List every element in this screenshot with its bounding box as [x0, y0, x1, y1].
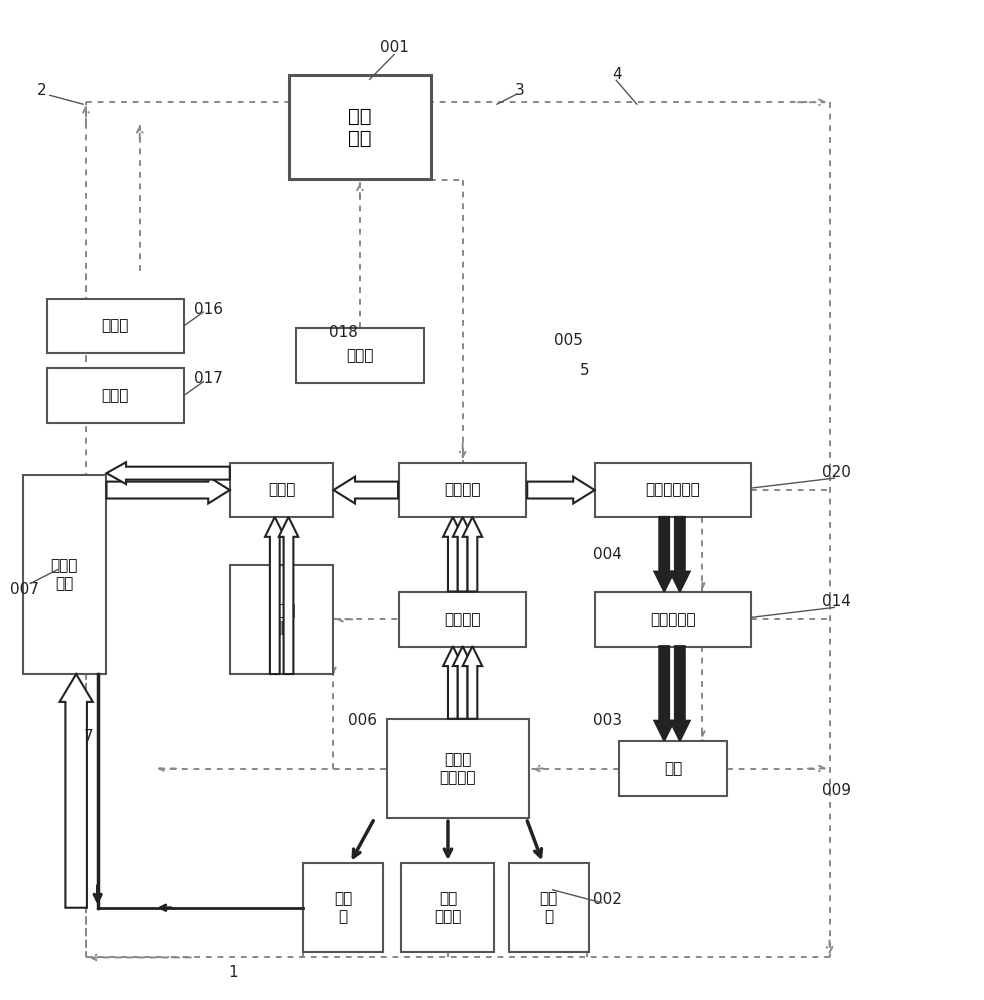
Text: 涡轮增压器: 涡轮增压器: [650, 612, 696, 627]
Text: 7: 7: [84, 729, 93, 744]
Text: 电子
节温器: 电子 节温器: [434, 892, 461, 924]
Text: 016: 016: [194, 302, 222, 317]
FancyArrow shape: [334, 477, 399, 503]
FancyArrow shape: [106, 462, 230, 484]
Text: 2: 2: [37, 83, 46, 98]
FancyBboxPatch shape: [594, 463, 752, 517]
FancyBboxPatch shape: [47, 368, 184, 423]
FancyArrow shape: [670, 646, 690, 741]
Text: 暖风: 暖风: [664, 761, 682, 776]
FancyArrow shape: [453, 646, 472, 719]
Text: 009: 009: [822, 783, 851, 798]
Text: 单向阀: 单向阀: [101, 318, 129, 333]
FancyArrow shape: [106, 477, 230, 503]
Text: 006: 006: [348, 713, 377, 728]
Text: 014: 014: [822, 594, 851, 609]
Text: 003: 003: [593, 713, 622, 728]
Text: 缸盖水套: 缸盖水套: [445, 483, 481, 498]
FancyArrow shape: [59, 674, 92, 908]
FancyBboxPatch shape: [230, 565, 333, 674]
Text: 节流阀: 节流阀: [101, 388, 129, 403]
Text: 缸体水套: 缸体水套: [445, 612, 481, 627]
FancyBboxPatch shape: [619, 741, 727, 796]
Text: 高温散
热器: 高温散 热器: [51, 558, 78, 591]
FancyBboxPatch shape: [400, 463, 526, 517]
Text: 5: 5: [581, 363, 589, 378]
FancyArrow shape: [443, 646, 462, 719]
FancyArrow shape: [265, 517, 284, 674]
FancyBboxPatch shape: [400, 592, 526, 647]
FancyBboxPatch shape: [303, 863, 384, 952]
FancyArrow shape: [527, 477, 594, 503]
Text: 004: 004: [593, 547, 622, 562]
FancyBboxPatch shape: [509, 863, 588, 952]
FancyArrow shape: [443, 517, 462, 591]
FancyArrow shape: [462, 646, 482, 719]
Text: 副阀
门: 副阀 门: [539, 892, 558, 924]
FancyArrow shape: [453, 517, 472, 591]
Text: 001: 001: [380, 40, 408, 55]
FancyBboxPatch shape: [594, 592, 752, 647]
FancyArrow shape: [654, 646, 674, 741]
Text: 3: 3: [515, 83, 524, 98]
FancyBboxPatch shape: [387, 719, 528, 818]
FancyBboxPatch shape: [47, 299, 184, 353]
FancyArrow shape: [654, 517, 674, 591]
FancyArrow shape: [670, 517, 690, 591]
Text: 1: 1: [228, 965, 237, 980]
FancyBboxPatch shape: [296, 328, 423, 383]
Text: 开关式
机械水泵: 开关式 机械水泵: [440, 752, 476, 785]
Text: 4: 4: [612, 67, 622, 82]
FancyArrow shape: [462, 517, 482, 591]
Text: 005: 005: [554, 333, 583, 348]
FancyBboxPatch shape: [230, 463, 333, 517]
Text: 机油冷
却器: 机油冷 却器: [268, 603, 295, 636]
Text: 020: 020: [822, 465, 851, 480]
Text: 主阀
门: 主阀 门: [335, 892, 352, 924]
FancyBboxPatch shape: [23, 475, 106, 674]
Text: 膨胀
水箱: 膨胀 水箱: [348, 107, 372, 148]
FancyBboxPatch shape: [401, 863, 494, 952]
Text: 017: 017: [194, 371, 222, 386]
Text: 002: 002: [593, 892, 622, 907]
FancyArrow shape: [278, 517, 298, 674]
Text: 出水口: 出水口: [268, 483, 295, 498]
Text: 018: 018: [329, 325, 358, 340]
FancyBboxPatch shape: [289, 75, 431, 179]
Text: 007: 007: [10, 582, 38, 597]
Text: 节流阀: 节流阀: [346, 348, 374, 363]
Text: 电控辅助水泵: 电控辅助水泵: [646, 483, 701, 498]
